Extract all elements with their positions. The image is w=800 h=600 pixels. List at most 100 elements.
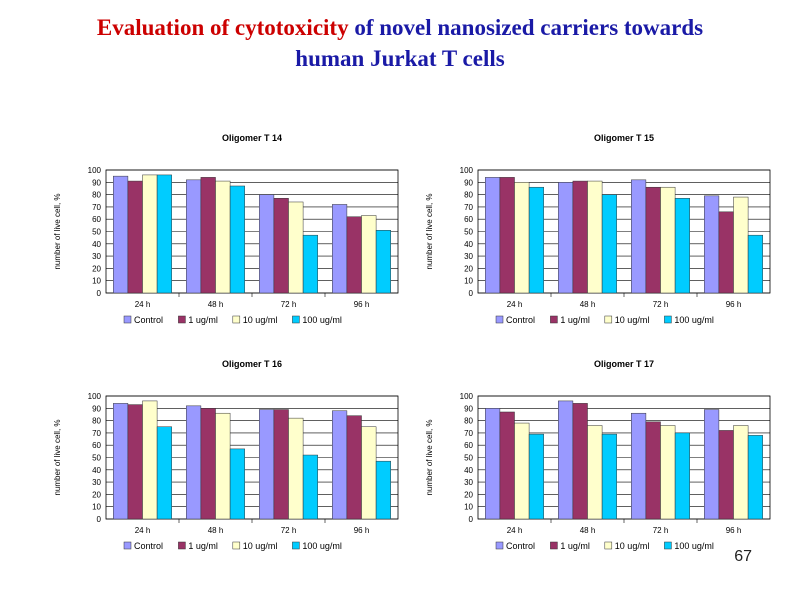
legend-label: 1 ug/ml — [560, 315, 590, 325]
y-tick-label: 0 — [97, 289, 102, 298]
bar — [514, 422, 530, 520]
y-tick-label: 60 — [92, 215, 101, 224]
bar — [361, 426, 377, 520]
bar — [631, 179, 647, 294]
x-tick-label: 96 h — [726, 526, 742, 535]
legend-swatch — [495, 315, 504, 324]
chart-svg: Oligomer T 15 0 10 20 30 40 50 60 70 80 90 100 numbe… — [425, 133, 771, 325]
bar — [302, 234, 318, 294]
y-tick-label: 70 — [92, 429, 101, 438]
bar — [229, 448, 245, 520]
x-tick-label: 96 h — [354, 300, 370, 309]
chart-title: Oligomer T 16 — [222, 359, 282, 369]
y-tick-label: 40 — [464, 466, 473, 475]
chart-oligomer-t15: Oligomer T 15 0 10 20 30 40 50 60 70 80 90 100 numbe… — [402, 128, 782, 348]
bar — [346, 415, 362, 520]
legend-swatch — [178, 541, 186, 550]
legend-label: 100 ug/ml — [302, 541, 342, 551]
bar — [142, 400, 158, 520]
x-tick-label: 48 h — [208, 300, 224, 309]
y-tick-label: 30 — [92, 478, 101, 487]
y-tick-label: 50 — [92, 454, 101, 463]
y-tick-label: 40 — [92, 240, 101, 249]
bar — [215, 412, 231, 520]
chart-oligomer-t17: Oligomer T 17 0 10 20 30 40 50 60 70 80 90 100 numbe… — [402, 354, 782, 574]
bar — [528, 433, 544, 520]
bar — [127, 404, 143, 520]
bar — [572, 180, 588, 294]
y-axis-label: number of live cell, % — [425, 419, 434, 495]
x-tick-label: 48 h — [580, 526, 596, 535]
y-tick-label: 20 — [464, 490, 473, 499]
y-tick-label: 20 — [464, 264, 473, 273]
y-tick-label: 80 — [464, 191, 473, 200]
y-tick-label: 70 — [464, 203, 473, 212]
y-tick-label: 50 — [92, 228, 101, 237]
y-tick-label: 90 — [464, 404, 473, 413]
bar — [645, 186, 661, 294]
bar — [499, 177, 515, 294]
y-tick-label: 100 — [88, 392, 102, 401]
bar — [332, 410, 348, 520]
y-tick-label: 100 — [88, 166, 102, 175]
bar — [733, 425, 749, 520]
bar — [375, 230, 391, 294]
bar — [259, 409, 275, 520]
legend-label: 10 ug/ml — [243, 315, 278, 325]
legend-swatch — [664, 541, 672, 550]
y-tick-label: 10 — [92, 503, 101, 512]
bar — [631, 412, 647, 520]
bar — [601, 194, 617, 294]
y-tick-label: 80 — [464, 417, 473, 426]
legend-label: 100 ug/ml — [302, 315, 342, 325]
legend-label: 1 ug/ml — [188, 315, 218, 325]
x-tick-label: 48 h — [580, 300, 596, 309]
bar — [273, 198, 289, 294]
bar — [645, 421, 661, 520]
y-tick-label: 70 — [464, 429, 473, 438]
y-tick-label: 50 — [464, 228, 473, 237]
y-tick-label: 60 — [464, 215, 473, 224]
y-tick-label: 80 — [92, 191, 101, 200]
bar — [514, 182, 530, 294]
bar — [259, 194, 275, 294]
legend-label: Control — [506, 315, 535, 325]
bar — [375, 460, 391, 520]
bar — [485, 408, 501, 520]
legend-swatch — [292, 541, 300, 550]
chart-title: Oligomer T 15 — [594, 133, 654, 143]
legend-label: Control — [506, 541, 535, 551]
legend-swatch — [664, 315, 672, 324]
y-tick-label: 60 — [92, 441, 101, 450]
y-tick-label: 70 — [92, 203, 101, 212]
chart-title: Oligomer T 17 — [594, 359, 654, 369]
bar — [733, 196, 749, 294]
bar — [361, 215, 377, 294]
x-tick-label: 72 h — [281, 300, 297, 309]
bar — [200, 177, 216, 294]
chart-svg: Oligomer T 14 0 10 20 30 40 50 60 70 80 90 100 numbe… — [53, 133, 399, 325]
bar — [704, 195, 720, 294]
bar — [528, 186, 544, 294]
legend-swatch — [495, 541, 504, 550]
y-axis-label: number of live cell, % — [425, 193, 434, 269]
y-tick-label: 40 — [464, 240, 473, 249]
bar — [499, 411, 515, 520]
x-tick-label: 48 h — [208, 526, 224, 535]
bar — [704, 409, 720, 520]
y-tick-label: 80 — [92, 417, 101, 426]
legend-swatch — [123, 541, 132, 550]
bar — [127, 180, 143, 294]
y-tick-label: 30 — [464, 478, 473, 487]
y-tick-label: 40 — [92, 466, 101, 475]
x-tick-label: 24 h — [135, 526, 151, 535]
bar — [747, 435, 763, 520]
x-tick-label: 72 h — [281, 526, 297, 535]
legend-swatch — [232, 541, 241, 550]
bar — [156, 426, 172, 520]
bar — [718, 430, 734, 520]
y-tick-label: 20 — [92, 264, 101, 273]
bar — [142, 174, 158, 294]
bar — [558, 182, 574, 294]
bar — [113, 403, 129, 520]
